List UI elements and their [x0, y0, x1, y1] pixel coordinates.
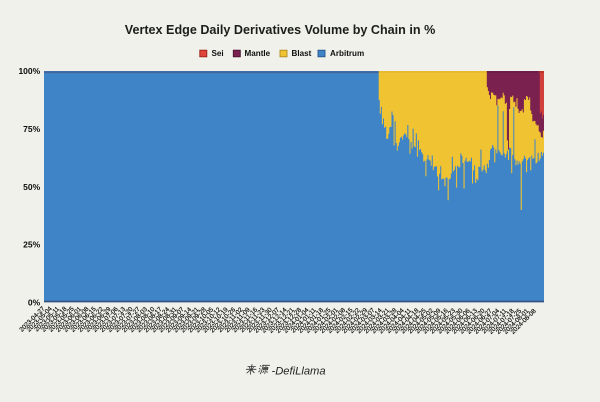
svg-text:Blast: Blast [292, 49, 312, 58]
svg-text:Arbitrum: Arbitrum [330, 49, 364, 58]
svg-text:75%: 75% [23, 124, 40, 134]
svg-text:0%: 0% [28, 297, 41, 307]
svg-text:Mantle: Mantle [245, 49, 271, 58]
svg-text:Sei: Sei [212, 49, 224, 58]
svg-text:50%: 50% [23, 182, 40, 192]
svg-text:-DefiLlama: -DefiLlama [272, 365, 326, 377]
svg-text:100%: 100% [18, 66, 40, 76]
svg-text:25%: 25% [23, 240, 40, 250]
svg-text:Vertex Edge Daily Derivatives: Vertex Edge Daily Derivatives Volume by … [125, 23, 436, 37]
